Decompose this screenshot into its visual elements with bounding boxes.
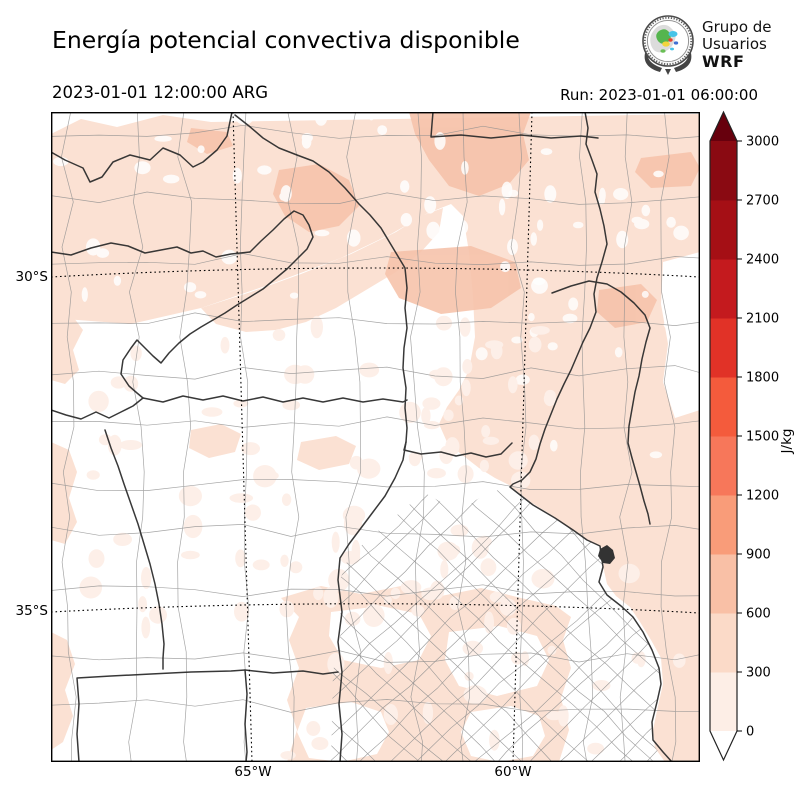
lon-tick-65w: 65°W bbox=[234, 764, 272, 780]
province-borders bbox=[51, 112, 673, 762]
logo-text: Grupo de Usuarios WRF bbox=[702, 18, 772, 71]
logo-ring-text bbox=[643, 16, 693, 66]
colorbar-tick-label: 0 bbox=[746, 725, 754, 740]
graticule bbox=[51, 112, 700, 762]
logo-cyan-blob bbox=[668, 31, 678, 37]
valid-time-label: 2023-01-01 12:00:00 ARG bbox=[52, 83, 269, 102]
colorbar-segment bbox=[710, 436, 737, 496]
buenos-aires-city-blob bbox=[598, 545, 615, 564]
colorbar-tick-label: 300 bbox=[746, 666, 771, 681]
texture-faint-litoral bbox=[422, 315, 556, 490]
colorbar-tick-label: 1200 bbox=[746, 489, 779, 504]
colorbar-tick-label: 1800 bbox=[746, 371, 779, 386]
logo-green-blob bbox=[656, 29, 671, 44]
lat-tick-35s: 35°S bbox=[15, 603, 49, 619]
texture-white-east bbox=[475, 187, 689, 459]
logo-text-wrf: WRF bbox=[702, 52, 745, 71]
logo-laurel-left bbox=[644, 53, 662, 72]
run-time-label: Run: 2023-01-01 06:00:00 bbox=[560, 86, 758, 104]
logo-laurel-right bbox=[674, 53, 692, 72]
logo-green-blob-2 bbox=[660, 49, 666, 53]
lon-tick-60w: 60°W bbox=[494, 764, 532, 780]
colorbar-under-arrow bbox=[710, 731, 737, 760]
colorbar-tick-label: 2100 bbox=[746, 312, 779, 327]
gridline-65w bbox=[232, 112, 253, 762]
wrf-logo-icon bbox=[642, 15, 694, 75]
colorbar-tick-label: 900 bbox=[746, 548, 771, 563]
colorbar-tick-label: 600 bbox=[746, 607, 771, 622]
department-boundaries bbox=[51, 112, 700, 762]
colorbar-segment bbox=[710, 200, 737, 260]
logo-blue-blob bbox=[673, 41, 679, 45]
colorbar-segment bbox=[710, 554, 737, 614]
colorbar-segment bbox=[710, 672, 737, 732]
logo-text-line2: Usuarios bbox=[702, 35, 767, 53]
colorbar-segment bbox=[710, 377, 737, 437]
gridline-30s bbox=[51, 267, 700, 278]
colorbar-segment bbox=[710, 495, 737, 555]
gridline-35s bbox=[51, 603, 700, 614]
colorbar-tick-label: 2700 bbox=[746, 194, 779, 209]
colorbar-segment bbox=[710, 613, 737, 673]
logo-yellow-blob bbox=[662, 41, 670, 47]
colorbar-tick-label: 2400 bbox=[746, 253, 779, 268]
colorbar-over-arrow bbox=[710, 112, 737, 141]
colorbar-segment bbox=[710, 259, 737, 319]
map-frame bbox=[51, 112, 700, 762]
logo-tail bbox=[665, 69, 671, 75]
logo-cyan-blob-2 bbox=[670, 47, 674, 51]
logo-red-blob bbox=[668, 38, 673, 42]
colorbar-units-label: J/kg bbox=[779, 429, 795, 455]
gridline-60w bbox=[512, 112, 533, 762]
colorbar-segment bbox=[710, 318, 737, 378]
colorbar-segment bbox=[710, 141, 737, 201]
colorbar: 0 300 600 900 1200 1500 1800 2100 2400 2700 3000 J/… bbox=[709, 110, 795, 762]
colorbar-tick-label: 3000 bbox=[746, 135, 779, 150]
colorbar-tick-label: 1500 bbox=[746, 430, 779, 445]
logo-text-line1: Grupo de bbox=[702, 18, 772, 36]
cape-map-plot bbox=[51, 112, 700, 762]
texture-white-north bbox=[53, 112, 692, 314]
page-title: Energía potencial convectiva disponible bbox=[52, 26, 520, 54]
lat-tick-30s: 30°S bbox=[15, 269, 49, 285]
